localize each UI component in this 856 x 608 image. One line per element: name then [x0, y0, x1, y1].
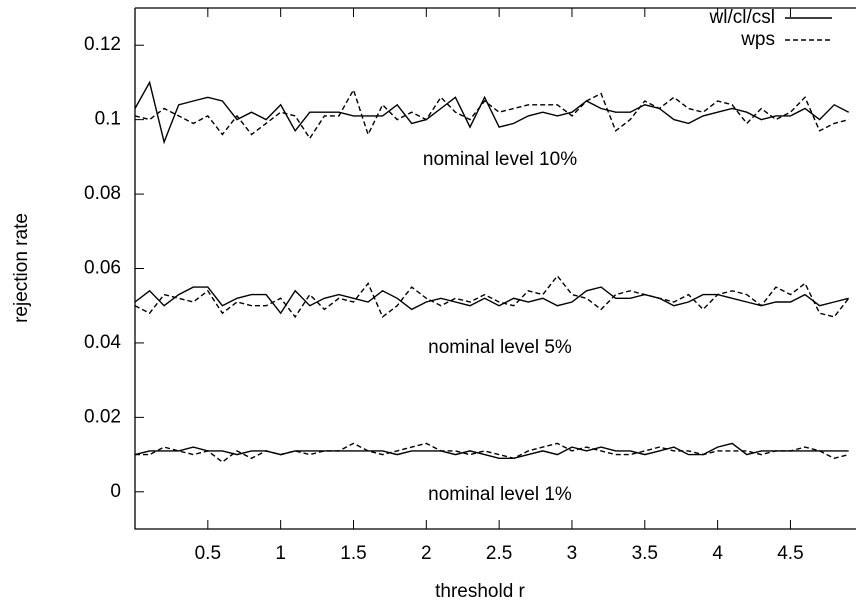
- legend-label: wl/cl/csl: [709, 7, 775, 28]
- y-tick-label: 0.12: [84, 34, 121, 55]
- x-tick-label: 2: [421, 543, 432, 564]
- series-line: [134, 88, 849, 140]
- y-axis-label: rejection rate: [11, 213, 32, 323]
- y-tick-label: 0.02: [84, 406, 121, 427]
- series-line: [134, 442, 849, 459]
- legend-label: wps: [740, 29, 775, 50]
- plot-frame: [134, 7, 856, 530]
- y-tick-label: 0.1: [95, 109, 121, 130]
- x-tick-label: 3.5: [632, 543, 658, 564]
- series-line: [135, 442, 849, 463]
- y-tick-label: 0.04: [84, 332, 121, 353]
- series-line: [134, 286, 849, 315]
- series-line: [134, 80, 850, 145]
- y-tick-label: 0.08: [84, 183, 121, 204]
- x-tick-label: 4: [712, 543, 723, 564]
- x-tick-label: 0.5: [195, 543, 221, 564]
- x-tick-label: 1.5: [340, 543, 366, 564]
- y-tick-label: 0.06: [84, 258, 121, 279]
- x-axis-label: threshold r: [435, 581, 525, 602]
- x-tick-label: 2.5: [486, 543, 512, 564]
- annotation: nominal level 5%: [428, 337, 572, 358]
- x-tick-label: 4.5: [777, 543, 803, 564]
- y-tick-label: 0: [110, 481, 121, 502]
- series-line: [134, 274, 850, 319]
- x-tick-label: 1: [275, 543, 286, 564]
- annotation: nominal level 1%: [428, 484, 572, 505]
- x-tick-label: 3: [567, 543, 578, 564]
- annotation: nominal level 10%: [423, 149, 577, 170]
